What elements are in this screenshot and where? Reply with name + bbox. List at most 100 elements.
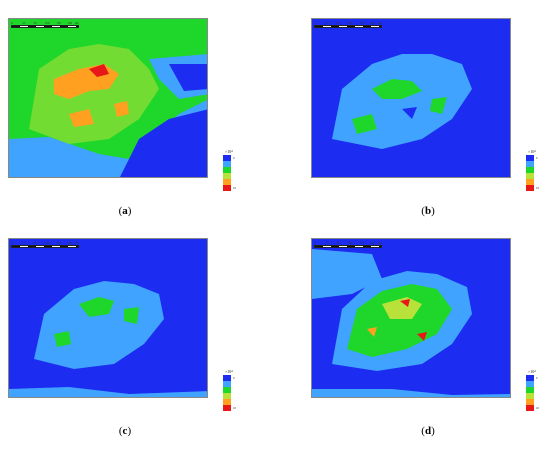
peak-zone <box>400 299 410 307</box>
legend-label: 0 <box>536 156 538 160</box>
scale-tick-label: 25 <box>325 21 329 25</box>
mid-zone-3 <box>124 307 139 324</box>
legend-swatch <box>223 405 231 411</box>
legend-swatch <box>526 399 534 405</box>
density-map-c <box>9 239 207 397</box>
legend-swatch <box>526 387 534 393</box>
scale-labels: 0 25 50 100 150 200 km <box>314 21 382 25</box>
scale-tick-label: 50 <box>336 241 340 245</box>
scale-tick-label: 50 <box>33 21 37 25</box>
scale-tick-label: 100 <box>45 21 50 25</box>
legend-title: ×10⁴ <box>225 369 233 374</box>
mid-zone <box>347 284 452 357</box>
legend-swatch <box>526 405 534 411</box>
caption-c: (c) <box>118 425 132 437</box>
legend-swatch <box>223 387 231 393</box>
map-panel-b: 0 25 50 100 150 200 km ×10⁴ 0 10 <box>311 18 550 191</box>
scale-tick-label: 200 <box>370 241 376 245</box>
scale-tick-label: 200 <box>67 21 73 25</box>
high-zone-east <box>114 101 129 117</box>
peak-zone-2 <box>417 332 427 341</box>
scale-unit: km <box>75 21 79 25</box>
scale-labels: 0 25 50 100 150 200 km <box>314 241 382 245</box>
legend-title: ×10⁴ <box>528 149 536 154</box>
high-zone-south <box>69 109 94 127</box>
scale-tick-label: 150 <box>56 21 61 25</box>
legend-swatch <box>526 155 534 161</box>
scale-bar: 0 25 50 100 150 200 km <box>11 241 79 251</box>
scale-tick-label: 25 <box>325 241 329 245</box>
low-zone <box>34 281 164 369</box>
density-map-d <box>312 239 510 397</box>
legend-title: ×10⁴ <box>528 369 536 374</box>
legend-swatch <box>526 375 534 381</box>
map-panel-d: 0 25 50 100 150 200 km ×10⁴ 0 10 <box>311 238 550 411</box>
scale-bar-graphic <box>11 25 79 28</box>
map-panel-a: 0 25 50 100 150 200 km ×10⁴ 0 10 <box>8 18 248 191</box>
legend-swatch <box>526 173 534 179</box>
legend-swatch <box>526 161 534 167</box>
scale-tick-label: 50 <box>33 241 37 245</box>
scale-tick-label: 100 <box>348 21 353 25</box>
legend: ×10⁴ 0 10 <box>526 149 550 193</box>
scale-tick-label: 150 <box>359 241 364 245</box>
sea-zone <box>120 109 207 177</box>
legend-label: 10 <box>233 186 236 190</box>
legend-swatch <box>526 179 534 185</box>
scale-bar: 0 25 50 100 150 200 km <box>314 21 382 31</box>
scale-bar: 0 25 50 100 150 200 km <box>11 21 79 31</box>
scale-labels: 0 25 50 100 150 200 km <box>11 241 79 245</box>
coastal-zone-south <box>312 389 510 397</box>
mid-zone <box>79 297 114 317</box>
scale-tick-label: 25 <box>22 241 26 245</box>
legend-swatch <box>223 155 231 161</box>
map-frame: 0 25 50 100 150 200 km <box>8 238 208 398</box>
legend: ×10⁴ 0 10 <box>526 369 550 413</box>
legend-label: 0 <box>536 376 538 380</box>
legend: ×10⁴ 0 10 <box>223 149 247 193</box>
inland-zone <box>29 44 159 144</box>
scale-tick-label: 100 <box>348 241 353 245</box>
peak-zone <box>89 64 109 77</box>
legend-label: 0 <box>233 156 235 160</box>
density-map-a <box>9 19 207 177</box>
legend-swatch <box>223 179 231 185</box>
legend-swatch <box>223 161 231 167</box>
legend-swatch <box>223 381 231 387</box>
legend-swatch <box>223 375 231 381</box>
map-panel-c: 0 25 50 100 150 200 km ×10⁴ 0 10 <box>8 238 248 411</box>
scale-bar-graphic <box>314 25 382 28</box>
scale-bar: 0 25 50 100 150 200 km <box>314 241 382 251</box>
legend-swatch <box>223 185 231 191</box>
mid-zone-2 <box>352 114 377 134</box>
scale-tick-label: 200 <box>67 241 73 245</box>
mid-zone <box>372 79 422 99</box>
scale-tick-label: 100 <box>45 241 50 245</box>
scale-labels: 0 25 50 100 150 200 km <box>11 21 79 25</box>
legend-swatch <box>223 393 231 399</box>
scale-tick-label: 50 <box>336 21 340 25</box>
caption-d: (d) <box>421 425 435 437</box>
high-zone <box>367 327 377 337</box>
bay-zone <box>169 64 207 91</box>
scale-tick-label: 200 <box>370 21 376 25</box>
mid-zone-3 <box>430 97 447 114</box>
map-frame: 0 25 50 100 150 200 km <box>311 18 511 178</box>
scale-tick-label: 0 <box>11 21 13 25</box>
legend-label: 10 <box>233 406 236 410</box>
scale-tick-label: 150 <box>359 21 364 25</box>
coastal-zone <box>9 387 207 397</box>
legend-label: 10 <box>536 406 539 410</box>
map-frame: 0 25 50 100 150 200 km <box>311 238 511 398</box>
map-frame: 0 25 50 100 150 200 km <box>8 18 208 178</box>
scale-bar-graphic <box>314 245 382 248</box>
mid-high-zone <box>382 297 422 319</box>
density-map-b <box>312 19 510 177</box>
legend-swatch <box>526 381 534 387</box>
legend-title: ×10⁴ <box>225 149 233 154</box>
coastal-zone-north <box>312 249 382 299</box>
scale-unit: km <box>378 21 382 25</box>
legend-label: 10 <box>536 186 539 190</box>
scale-unit: km <box>378 241 382 245</box>
legend-label: 0 <box>233 376 235 380</box>
